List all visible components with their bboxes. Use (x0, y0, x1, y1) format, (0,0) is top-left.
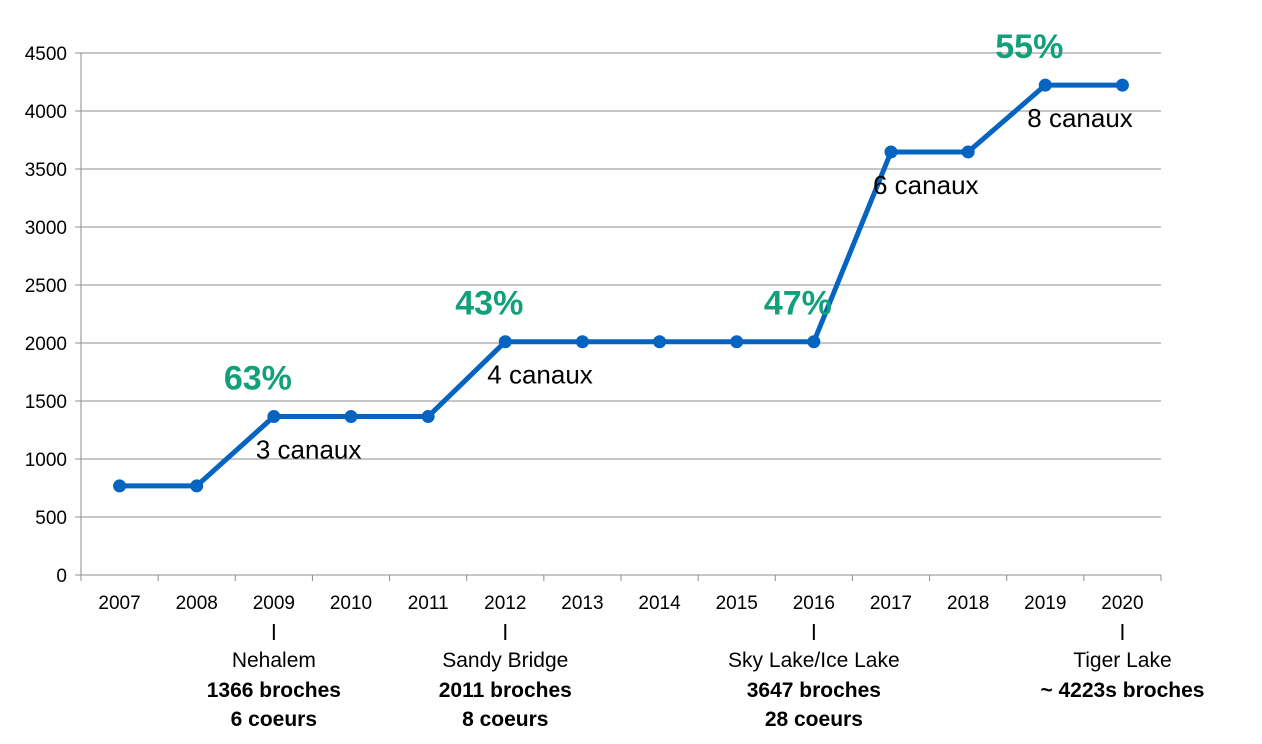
growth-labels: 63% 43% 47% 55% (224, 28, 1063, 397)
x-tick-label: 2016 (793, 593, 835, 614)
gridlines (81, 52, 1161, 518)
milestone-name: Sandy Bridge (442, 649, 568, 672)
milestone-pins: 3647 broches (747, 679, 881, 702)
y-tick-labels: 0 500 1000 1500 2000 2500 3000 3500 4000 4500 (25, 44, 67, 587)
y-tick-label: 2500 (25, 276, 67, 297)
series-line-path (117, 82, 1125, 489)
x-tick-label: 2011 (408, 593, 449, 614)
milestone-name: Sky Lake/Ice Lake (728, 649, 900, 672)
x-tick-label: 2019 (1024, 593, 1066, 614)
data-point (730, 335, 744, 349)
channel-labels: 3 canaux 4 canaux 6 canaux 8 canaux (256, 103, 1133, 464)
growth-label: 55% (995, 28, 1063, 66)
x-tick-label: 2009 (253, 593, 295, 614)
axes (75, 52, 1162, 581)
x-tick-label: 2018 (947, 593, 989, 614)
y-tick-label: 4000 (25, 102, 67, 123)
milestone-pins: 1366 broches (207, 679, 341, 702)
channel-label: 8 canaux (1027, 103, 1133, 133)
x-tick-label: 2017 (870, 593, 912, 614)
data-point (344, 410, 358, 424)
data-point (575, 335, 589, 349)
growth-label: 43% (455, 285, 523, 323)
growth-label: 47% (764, 285, 832, 323)
data-point (1115, 78, 1129, 92)
data-point (498, 335, 512, 349)
x-tick-label: 2013 (561, 593, 603, 614)
milestone-annotations: Nehalem 1366 broches 6 coeurs Sandy Bridge 2… (207, 624, 1204, 731)
milestone-name: Nehalem (232, 649, 316, 672)
channel-label: 3 canaux (256, 435, 362, 465)
y-tick-label: 3000 (25, 218, 67, 239)
data-point (267, 410, 281, 424)
growth-label: 63% (224, 360, 292, 398)
series-line (117, 82, 1125, 489)
channel-label: 6 canaux (873, 170, 979, 200)
x-tick-labels: 2007 2008 2009 2010 2011 2012 2013 2014 2015 2016… (98, 593, 1143, 614)
x-tick-label: 2010 (330, 593, 372, 614)
y-tick-label: 500 (35, 508, 67, 529)
data-point (807, 335, 821, 349)
data-point (113, 479, 127, 493)
milestone-cores: 8 coeurs (462, 708, 548, 731)
x-tick-label: 2020 (1101, 593, 1143, 614)
data-point (190, 479, 204, 493)
x-tick-label: 2015 (716, 593, 758, 614)
data-point (653, 335, 667, 349)
milestone-name: Tiger Lake (1073, 649, 1171, 672)
y-tick-label: 1000 (25, 450, 67, 471)
data-point (884, 145, 898, 159)
x-tick-label: 2008 (176, 593, 218, 614)
milestone-pins: ~ 4223s broches (1040, 679, 1204, 702)
milestone-cores: 28 coeurs (765, 708, 863, 731)
x-tick-label: 2014 (638, 593, 681, 614)
y-tick-label: 2000 (25, 334, 67, 355)
y-tick-label: 3500 (25, 160, 67, 181)
milestone-cores: 6 coeurs (231, 708, 317, 731)
data-point (961, 145, 975, 159)
y-tick-label: 0 (56, 566, 67, 587)
x-tick-label: 2007 (98, 593, 140, 614)
channel-label: 4 canaux (487, 360, 593, 390)
y-tick-label: 4500 (25, 44, 67, 65)
y-tick-label: 1500 (25, 392, 67, 413)
milestone-pins: 2011 broches (439, 679, 572, 702)
data-point (1038, 78, 1052, 92)
data-points (113, 78, 1129, 493)
x-tick-label: 2012 (484, 593, 526, 614)
data-point (421, 410, 435, 424)
